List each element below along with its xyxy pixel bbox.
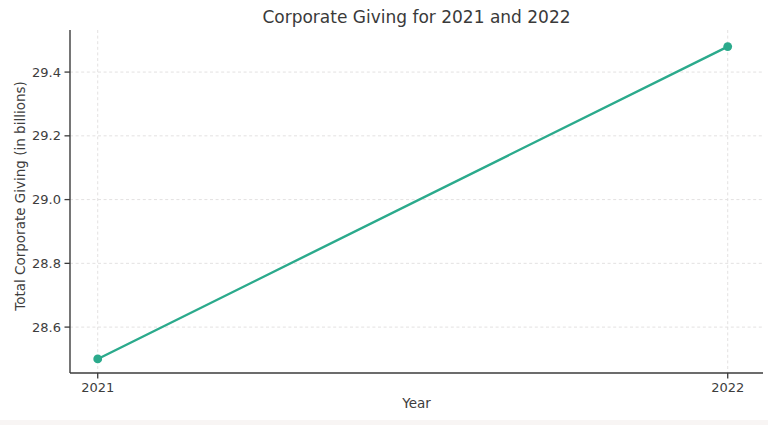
y-tick-label: 28.6: [32, 320, 61, 335]
chart: 28.6 28.8 29.0 29.2 29.4 2021 2022 Corporate G…: [0, 0, 768, 425]
data-line: [98, 47, 728, 359]
chart-title: Corporate Giving for 2021 and 2022: [70, 7, 763, 27]
x-tick-label: 2021: [81, 380, 114, 395]
data-point-marker: [93, 355, 102, 364]
data-point-marker: [723, 42, 732, 51]
plot-area: 28.6 28.8 29.0 29.2 29.4 2021 2022: [0, 0, 768, 425]
y-tick-label: 29.0: [32, 192, 61, 207]
y-tick-label: 29.2: [32, 128, 61, 143]
x-axis-label: Year: [70, 395, 763, 411]
y-tick-label: 28.8: [32, 256, 61, 271]
y-axis-label: Total Corporate Giving (in billions): [12, 46, 28, 346]
y-tick-label: 29.4: [32, 65, 61, 80]
window-bottom-edge: [0, 420, 768, 425]
x-tick-label: 2022: [711, 380, 744, 395]
